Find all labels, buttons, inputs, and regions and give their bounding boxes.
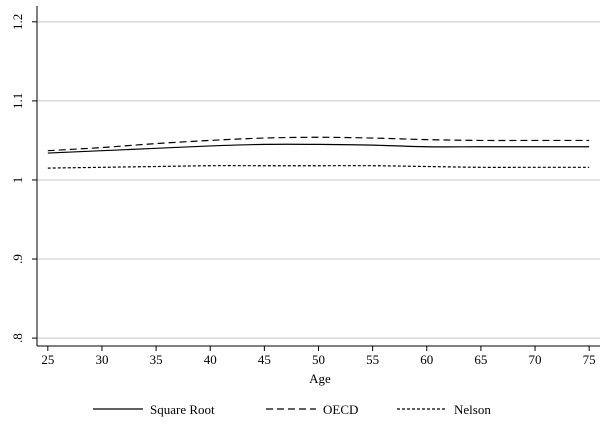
y-axis-ticks: .8 .9 1 1.1 1.2 xyxy=(10,14,37,343)
y-tick-label: .9 xyxy=(10,254,25,264)
series-lines xyxy=(47,136,590,169)
series-line-square-root xyxy=(47,143,590,154)
x-tick-label: 30 xyxy=(95,352,108,367)
y-tick-label: .8 xyxy=(10,333,25,343)
series-line-nelson xyxy=(47,165,590,169)
y-tick-label: 1.1 xyxy=(10,93,25,109)
y-tick-label: 1 xyxy=(10,177,25,184)
legend: Square Root OECD Nelson xyxy=(93,402,491,417)
x-tick-label: 25 xyxy=(41,352,54,367)
x-tick-label: 70 xyxy=(529,352,542,367)
x-tick-label: 55 xyxy=(366,352,379,367)
x-axis-ticks: 25 30 35 40 45 50 55 60 65 70 75 xyxy=(41,346,596,367)
legend-label: Square Root xyxy=(150,402,215,417)
x-tick-label: 45 xyxy=(258,352,271,367)
legend-label: OECD xyxy=(323,402,358,417)
plot-area xyxy=(37,6,600,346)
x-axis-label: Age xyxy=(309,371,331,386)
y-tick-label: 1.2 xyxy=(10,14,25,30)
legend-item: Square Root xyxy=(93,402,215,417)
x-tick-label: 65 xyxy=(474,352,487,367)
x-tick-label: 50 xyxy=(312,352,325,367)
x-tick-label: 60 xyxy=(420,352,433,367)
x-tick-label: 35 xyxy=(150,352,163,367)
legend-item: OECD xyxy=(266,402,358,417)
legend-label: Nelson xyxy=(454,402,491,417)
legend-item: Nelson xyxy=(397,402,491,417)
x-tick-label: 75 xyxy=(583,352,596,367)
x-tick-label: 40 xyxy=(204,352,217,367)
series-line-oecd xyxy=(47,136,590,152)
gridlines xyxy=(37,21,600,339)
